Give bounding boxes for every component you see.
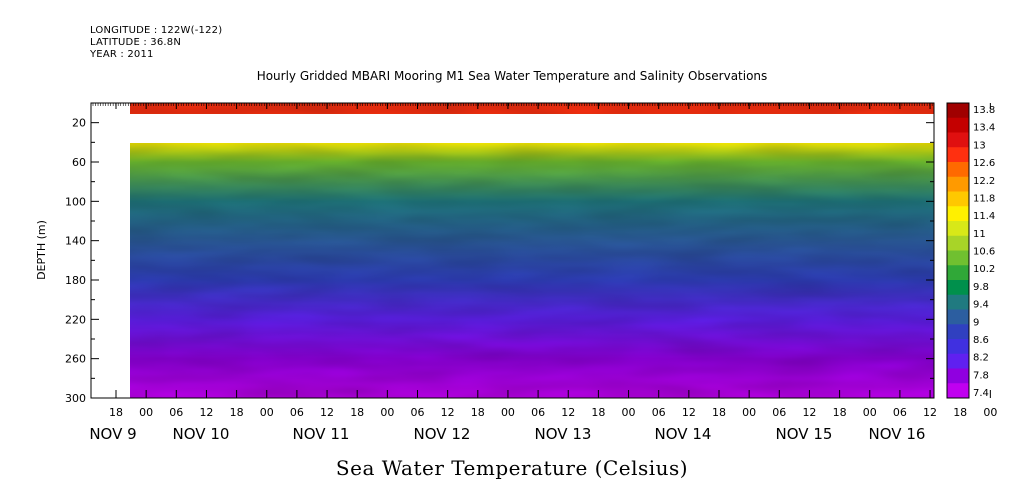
colorbar-tick-label: 12.6 (973, 158, 995, 169)
x-day-label: NOV 11 (293, 425, 350, 443)
colorbar-tick-label: 7.8 (973, 370, 989, 381)
colorbar-frame (946, 102, 970, 399)
x-tick-label: 12 (923, 406, 937, 419)
colorbar-tick-label: 10.2 (973, 264, 995, 275)
colorbar-swatch (947, 250, 969, 266)
x-tick-label: 18 (109, 406, 123, 419)
x-tick-label: 12 (320, 406, 334, 419)
x-tick-label: 12 (561, 406, 575, 419)
chart-title: Hourly Gridded MBARI Mooring M1 Sea Wate… (257, 69, 768, 83)
x-tick-label: 12 (802, 406, 816, 419)
texture-overlay (130, 103, 934, 398)
colorbar-swatch (947, 147, 969, 163)
x-day-label: NOV 9 (89, 425, 136, 443)
plot-frame (90, 102, 935, 399)
plot-area (90, 102, 935, 399)
x-tick-label: 18 (712, 406, 726, 419)
colorbar-swatch (947, 191, 969, 207)
colorbar-swatch (947, 368, 969, 384)
colorbar-tick-label: 9.4 (973, 300, 989, 311)
x-tick-label: 06 (290, 406, 304, 419)
colorbar-tick-label: 11 (973, 229, 986, 240)
colorbar-label: Sea Water Temperature (Celsius) (336, 456, 688, 480)
x-tick-label: 00 (983, 406, 997, 419)
colorbar-tick-label: 13.4 (973, 123, 995, 134)
x-day-label: NOV 16 (869, 425, 926, 443)
minor-ticks (92, 103, 933, 106)
colorbar-tick-label: 9 (973, 317, 979, 328)
x-day-label: NOV 10 (173, 425, 230, 443)
colorbar-swatch (947, 309, 969, 325)
colorbar-swatch (947, 221, 969, 237)
x-tick-label: 06 (411, 406, 425, 419)
x-day-label: NOV 15 (776, 425, 833, 443)
colorbar-swatch (947, 235, 969, 251)
x-tick-label: 18 (350, 406, 364, 419)
colorbar-tick-label: 13 (973, 140, 986, 151)
x-tick-label: 00 (139, 406, 153, 419)
colorbar-tick-label: 7.4 (973, 388, 989, 399)
y-axis-label: DEPTH (m) (35, 220, 48, 280)
colorbar-swatch (947, 117, 969, 133)
colorbar-tick-label: 8.2 (973, 353, 989, 364)
x-tick-label: 00 (260, 406, 274, 419)
x-day-label: NOV 14 (655, 425, 712, 443)
y-tick-label: 260 (65, 353, 86, 366)
longitude-label: LONGITUDE : 122W(-122) (90, 25, 223, 36)
colorbar-swatch (947, 103, 969, 119)
x-tick-label: 06 (772, 406, 786, 419)
x-day-label: NOV 13 (535, 425, 592, 443)
colorbar-swatch (947, 339, 969, 355)
x-tick-label: 12 (441, 406, 455, 419)
colorbar-swatch (947, 176, 969, 192)
x-tick-label: 06 (531, 406, 545, 419)
y-tick-label: 140 (65, 235, 86, 248)
x-tick-label: 18 (591, 406, 605, 419)
colorbar-swatch (947, 324, 969, 340)
y-tick-label: 60 (72, 156, 86, 169)
missing-data-band (130, 114, 934, 143)
x-tick-label: 18 (471, 406, 485, 419)
x-day-label: NOV 12 (414, 425, 471, 443)
colorbar-swatch (947, 132, 969, 148)
colorbar-swatch (947, 206, 969, 222)
year-label: YEAR : 2011 (90, 49, 154, 60)
x-tick-label: 06 (169, 406, 183, 419)
colorbar-swatch (947, 294, 969, 310)
colorbar: 13.8 13.4 13 12.6 12.2 11.8 11.4 11 10.6 10.2 9.8 9… (946, 102, 995, 399)
colorbar-tick-label: 11.4 (973, 211, 995, 222)
colorbar-swatch (947, 383, 969, 399)
y-tick-label: 220 (65, 313, 86, 326)
x-tick-label: 18 (230, 406, 244, 419)
colorbar-tick-label: 10.6 (973, 247, 995, 258)
x-tick-label: 00 (622, 406, 636, 419)
x-tick-label: 12 (682, 406, 696, 419)
y-tick-label: 180 (65, 274, 86, 287)
colorbar-swatch (947, 280, 969, 296)
y-tick-label: 300 (65, 392, 86, 405)
x-tick-label: 06 (652, 406, 666, 419)
x-axis: 18 00 06 12 18 00 06 12 18 00 06 12 18 00 06 12 18 00 06 12… (89, 103, 997, 443)
colorbar-tick-label: 8.6 (973, 335, 989, 346)
colorbar-tick-label: 12.2 (973, 176, 995, 187)
colorbar-swatch (947, 265, 969, 281)
x-tick-label: 00 (742, 406, 756, 419)
x-tick-label: 18 (953, 406, 967, 419)
x-tick-label: 12 (199, 406, 213, 419)
x-tick-label: 00 (380, 406, 394, 419)
colorbar-tick-label: 9.8 (973, 282, 989, 293)
colorbar-tick-label: 11.8 (973, 193, 995, 204)
y-tick-label: 100 (65, 195, 86, 208)
x-tick-label: 00 (501, 406, 515, 419)
latitude-label: LATITUDE : 36.8N (90, 37, 182, 48)
x-tick-label: 06 (893, 406, 907, 419)
y-axis: 20 60 100 140 180 220 260 300 (65, 117, 934, 405)
x-tick-label: 18 (833, 406, 847, 419)
x-tick-label: 00 (863, 406, 877, 419)
colorbar-tick-label: 13.8 (973, 105, 995, 116)
colorbar-swatch (947, 162, 969, 178)
y-tick-label: 20 (72, 117, 86, 130)
colorbar-swatch (947, 353, 969, 369)
